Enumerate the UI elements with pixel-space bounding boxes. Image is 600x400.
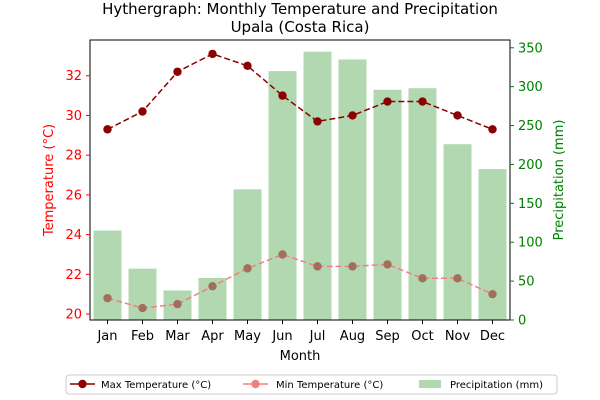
- right-y-tick-label: 100: [518, 236, 543, 251]
- precipitation-bar-may: [233, 189, 262, 320]
- legend: Max Temperature (°C) Min Temperature (°C)…: [65, 374, 558, 395]
- legend-max-temp-marker: [78, 379, 87, 389]
- precipitation-bar-jun: [268, 71, 297, 320]
- right-y-tick-label: 200: [518, 158, 543, 173]
- left-y-tick-label: 20: [65, 308, 82, 323]
- min-temp-point-may: [243, 264, 252, 273]
- x-tick-label: Aug: [340, 329, 365, 344]
- x-tick-label: Jun: [271, 329, 292, 344]
- max-temp-point-may: [243, 61, 252, 71]
- max-temp-point-apr: [208, 49, 217, 59]
- legend-max-temp-label: Max Temperature (°C): [101, 380, 211, 391]
- right-y-tick-label: 150: [518, 197, 543, 212]
- temperature-lines: [103, 49, 497, 313]
- plot-frame: [89, 39, 511, 321]
- right-y-axis: 0 50 100 150 200 250 300 350: [510, 41, 543, 329]
- precipitation-bar-jul: [303, 51, 332, 321]
- min-temp-point-feb: [138, 303, 147, 313]
- right-y-tick-label: 350: [518, 41, 543, 56]
- max-temp-point-sep: [383, 97, 392, 106]
- x-tick-label: Oct: [411, 329, 433, 344]
- precipitation-bar-oct: [408, 88, 437, 320]
- precipitation-bar-jan: [93, 230, 122, 320]
- left-y-tick-label: 26: [65, 188, 82, 203]
- min-temp-point-mar: [173, 299, 182, 309]
- min-temp-point-jun: [278, 250, 287, 259]
- legend-min-temp-marker: [251, 379, 260, 389]
- precipitation-bar-aug: [338, 59, 367, 320]
- chart-title: Hythergraph: Monthly Temperature and Pre…: [102, 0, 498, 18]
- precipitation-bar-sep: [373, 89, 402, 321]
- min-temp-point-jan: [103, 293, 112, 303]
- min-temp-point-oct: [418, 274, 427, 283]
- max-temp-point-mar: [173, 67, 182, 76]
- x-axis-label: Month: [280, 349, 321, 364]
- max-temp-point-jun: [278, 91, 287, 100]
- x-tick-label: Mar: [165, 329, 190, 344]
- min-temp-point-dec: [488, 289, 497, 299]
- right-y-tick-label: 0: [518, 314, 526, 329]
- x-tick-label: Jul: [309, 329, 326, 344]
- max-temp-point-aug: [348, 111, 357, 120]
- right-y-tick-label: 250: [518, 119, 543, 134]
- left-y-axis-label: Temperature (°C): [42, 124, 57, 237]
- max-temp-point-jul: [313, 117, 322, 126]
- legend-precip-label: Precipitation (mm): [450, 380, 543, 391]
- legend-box: [65, 374, 558, 395]
- legend-min-temp-label: Min Temperature (°C): [276, 380, 383, 391]
- max-temp-point-nov: [453, 111, 462, 120]
- right-y-axis-label: Precipitation (mm): [552, 120, 567, 241]
- x-tick-label: May: [234, 329, 261, 344]
- right-y-tick-label: 300: [518, 80, 543, 95]
- precipitation-bar-nov: [443, 144, 472, 320]
- min-temp-point-jul: [313, 262, 322, 271]
- max-temp-point-oct: [418, 97, 427, 106]
- legend-precip-swatch: [419, 380, 441, 388]
- left-y-axis: 20 22 24 26 28 30 32: [65, 69, 90, 323]
- left-y-tick-label: 32: [65, 69, 82, 84]
- x-tick-label: Nov: [445, 329, 471, 344]
- left-y-tick-label: 22: [65, 268, 82, 283]
- min-temp-point-apr: [208, 282, 217, 291]
- x-tick-label: Jan: [96, 329, 117, 344]
- max-temp-point-dec: [488, 125, 497, 134]
- x-tick-label: Feb: [131, 329, 154, 344]
- right-y-tick-label: 50: [518, 275, 535, 290]
- x-tick-label: Sep: [375, 329, 400, 344]
- left-y-tick-label: 28: [65, 149, 82, 164]
- precipitation-bar-feb: [128, 268, 157, 320]
- left-y-tick-label: 24: [65, 228, 82, 243]
- left-y-tick-label: 30: [65, 109, 82, 124]
- precipitation-bars: [93, 51, 507, 321]
- min-temp-point-sep: [383, 260, 392, 269]
- x-tick-label: Apr: [201, 329, 224, 344]
- min-temp-point-nov: [453, 274, 462, 283]
- max-temp-point-jan: [103, 125, 112, 134]
- max-temperature-line: [107, 53, 493, 131]
- max-temp-point-feb: [138, 107, 147, 116]
- chart-subtitle: Upala (Costa Rica): [231, 18, 370, 36]
- x-axis: Jan Feb Mar Apr May Jun Jul Aug Sep Oct Nov Dec: [96, 320, 505, 344]
- min-temp-point-aug: [348, 262, 357, 271]
- x-tick-label: Dec: [480, 329, 505, 344]
- min-temperature-line: [107, 253, 493, 309]
